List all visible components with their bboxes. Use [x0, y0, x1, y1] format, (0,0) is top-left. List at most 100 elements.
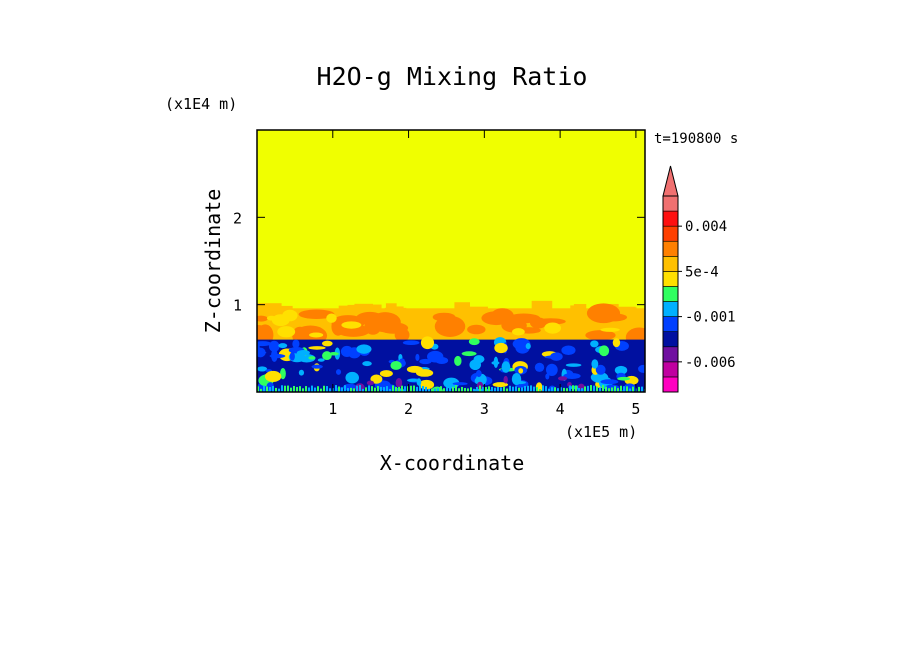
field-boundary-cell: [308, 356, 316, 360]
time-label: t=190800 s: [654, 131, 738, 147]
field-dry-cell: [503, 375, 508, 384]
field-surface-fringe: [296, 386, 298, 392]
field-surface-fringe: [398, 386, 400, 392]
field-boundary-cell: [598, 345, 610, 357]
field-surface-fringe: [440, 386, 442, 392]
x-tick-label: 1: [328, 400, 337, 418]
colorbar-segment: [662, 346, 679, 363]
field-surface-fringe: [362, 388, 364, 392]
field-surface-fringe: [413, 385, 415, 392]
field-boundary-cell: [494, 342, 508, 354]
field-boundary-cell: [435, 357, 449, 365]
field-surface-fringe: [404, 386, 406, 392]
field-boundary-cell: [565, 363, 582, 367]
field-surface-fringe: [272, 386, 274, 392]
field-surface-fringe: [425, 386, 427, 392]
field-surface-fringe: [365, 387, 367, 392]
field-surface-fringe: [551, 387, 553, 392]
field-surface-fringe: [533, 386, 535, 392]
field-surface-fringe: [470, 387, 472, 392]
field-surface-fringe: [392, 385, 394, 392]
field-boundary-cell: [292, 339, 300, 349]
colorbar-segment: [662, 286, 679, 302]
field-boundary-cell: [590, 340, 599, 348]
x-axis-label: X-coordinate: [380, 451, 525, 475]
field-surface-fringe: [557, 388, 559, 392]
field-boundary-cell: [370, 374, 383, 384]
field-boundary-cell: [298, 369, 305, 376]
field-yellow-cell: [544, 322, 561, 334]
field-surface-fringe: [410, 385, 412, 392]
field-surface-fringe: [407, 386, 409, 392]
mixing-ratio-field: [257, 130, 645, 392]
field-surface-fringe: [317, 386, 319, 392]
field-boundary-cell: [278, 343, 288, 349]
field-orange-cell: [257, 315, 268, 322]
field-surface-fringe: [302, 388, 304, 392]
field-boundary-cell: [525, 343, 531, 350]
colorbar-segment: [662, 225, 679, 242]
field-surface-fringe: [491, 387, 493, 392]
field-boundary-cell: [476, 370, 482, 378]
field-surface-fringe: [371, 386, 373, 392]
field-surface-fringe: [428, 388, 430, 392]
field-surface-fringe: [560, 387, 562, 392]
field-surface-fringe: [563, 387, 565, 392]
field-surface-fringe: [524, 385, 526, 392]
field-yellow-cell: [277, 326, 296, 338]
field-boundary-cell: [461, 351, 477, 357]
field-surface-fringe: [386, 386, 388, 392]
field-surface-fringe: [479, 385, 481, 392]
field-surface-fringe: [434, 388, 436, 392]
field-surface-fringe: [638, 386, 640, 392]
field-surface-fringe: [305, 386, 307, 392]
field-boundary-cell: [257, 341, 272, 347]
field-surface-fringe: [548, 388, 550, 392]
field-dry-cell: [366, 380, 375, 386]
field-surface-fringe: [329, 388, 331, 392]
x-tick-label: 2: [404, 400, 413, 418]
x-tick-label: 3: [480, 400, 489, 418]
field-surface-fringe: [446, 387, 448, 392]
field-surface-fringe: [455, 385, 457, 392]
field-yellow-cell: [326, 313, 337, 323]
field-surface-fringe: [515, 386, 517, 392]
field-surface-fringe: [443, 388, 445, 392]
field-boundary-cell: [591, 359, 599, 369]
field-yellow-cell: [341, 321, 362, 329]
field-surface-fringe: [554, 387, 556, 392]
field-surface-fringe: [599, 387, 601, 392]
field-orange-cell: [378, 322, 409, 334]
field-surface-fringe: [344, 385, 346, 392]
field-surface-fringe: [257, 386, 259, 392]
field-surface-fringe: [461, 386, 463, 392]
field-boundary-cell: [268, 340, 280, 352]
field-surface-fringe: [335, 385, 337, 392]
field-boundary-cell: [280, 367, 286, 380]
field-boundary-cell: [612, 338, 621, 348]
field-surface-fringe: [518, 387, 520, 392]
x-tick-label: 5: [631, 400, 640, 418]
field-boundary-cell: [322, 351, 332, 361]
field-surface-fringe: [521, 387, 523, 392]
colorbar-frame: [662, 195, 679, 393]
field-surface-fringe: [353, 388, 355, 392]
field-yellow-cell: [512, 328, 525, 336]
field-surface-fringe: [503, 386, 505, 392]
field-surface-fringe: [293, 385, 295, 392]
field-surface-fringe: [605, 386, 607, 392]
colorbar-segment: [662, 316, 679, 332]
field-surface-fringe: [476, 386, 478, 392]
plot-frame: [256, 129, 646, 393]
field-surface-fringe: [500, 387, 502, 392]
field-surface-fringe: [383, 387, 385, 392]
x-unit-label: (x1E5 m): [565, 423, 637, 441]
field-surface-fringe: [368, 385, 370, 392]
field-surface-fringe: [359, 385, 361, 392]
field-boundary-cell: [362, 361, 372, 367]
field-surface-fringe: [464, 387, 466, 392]
field-surface-fringe: [617, 388, 619, 392]
field-yellow-cell: [271, 314, 290, 327]
field-surface-fringe: [338, 386, 340, 392]
